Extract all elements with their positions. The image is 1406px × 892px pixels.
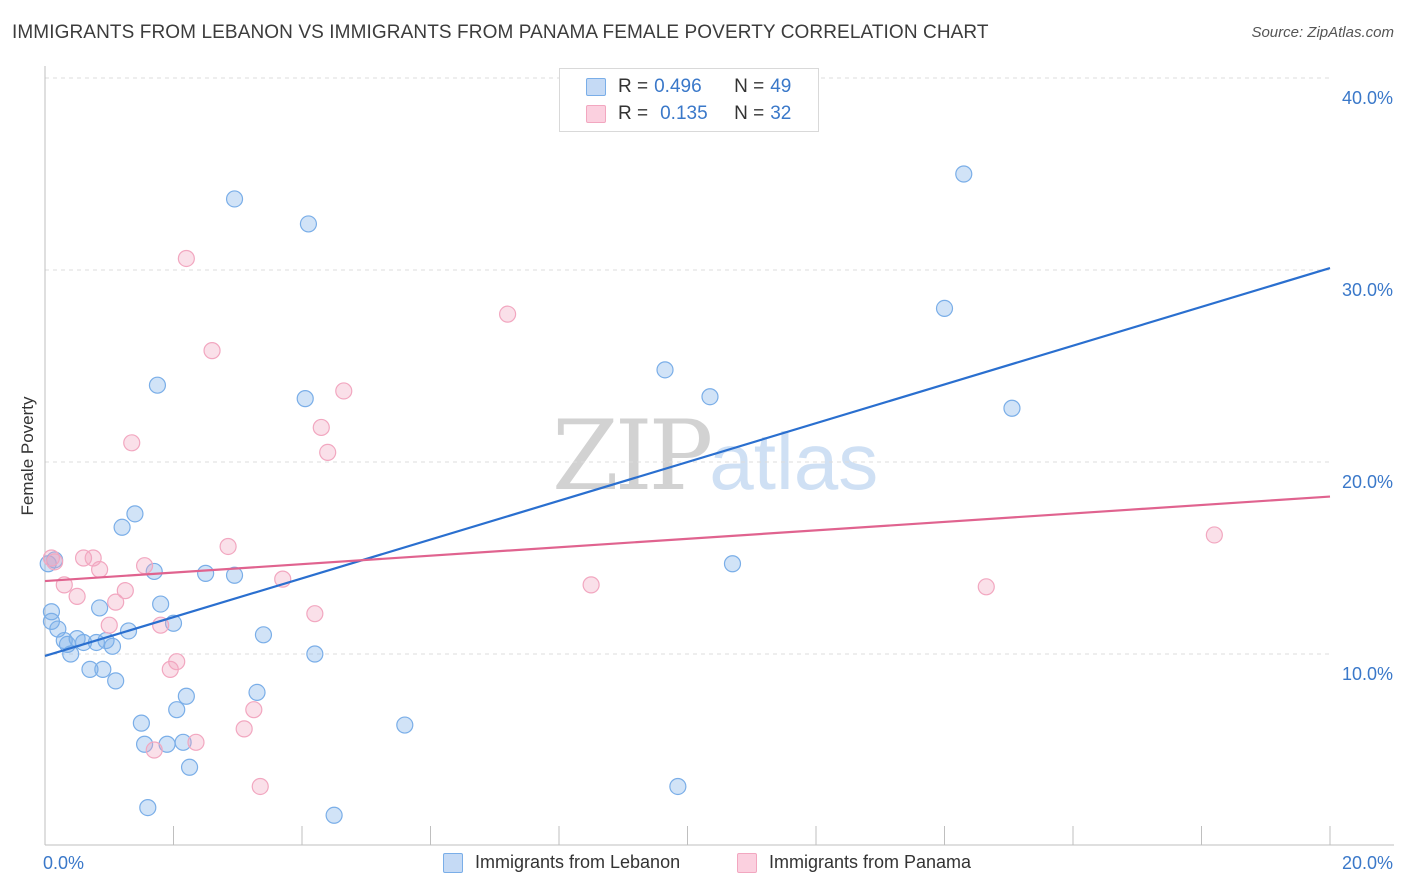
- axes: [44, 66, 1394, 846]
- point-panama-18: [203, 342, 221, 360]
- trend-line-panama: [44, 495, 1331, 583]
- legend-row-panama: R = 0.135 N = 32: [586, 101, 791, 127]
- point-panama-30: [977, 578, 995, 596]
- point-panama-28: [499, 305, 517, 323]
- y-tick-label-40: 40.0%: [1342, 88, 1393, 108]
- point-panama-16: [177, 249, 195, 268]
- legend-n-label: N =: [734, 76, 765, 97]
- legend-swatch-lebanon: [586, 78, 606, 96]
- point-lebanon-28: [177, 687, 195, 705]
- point-panama-21: [245, 701, 263, 719]
- point-lebanon-30: [197, 564, 215, 582]
- point-lebanon-10: [91, 599, 109, 617]
- point-lebanon-26: [168, 701, 186, 719]
- stats-legend: R = 0.496 N = 49 R = 0.135 N = 32: [559, 68, 819, 132]
- point-lebanon-0: [42, 603, 61, 621]
- point-lebanon-15: [113, 518, 131, 536]
- point-lebanon-13: [103, 637, 122, 655]
- point-lebanon-40: [656, 361, 674, 379]
- watermark-zip: ZIP: [552, 400, 713, 512]
- point-panama-8: [107, 593, 125, 611]
- legend-swatch-panama: [586, 105, 606, 123]
- series-name-lebanon: Immigrants from Lebanon: [475, 852, 681, 872]
- point-lebanon-44: [935, 299, 954, 317]
- y-tick-label-10: 10.0%: [1342, 664, 1393, 684]
- x-tick-label-min: 0.0%: [43, 853, 84, 873]
- y-tick-label-30: 30.0%: [1342, 280, 1393, 300]
- point-panama-25: [312, 418, 330, 437]
- point-lebanon-8: [81, 660, 99, 678]
- legend-r-label: R =: [618, 103, 649, 124]
- watermark: ZIPatlas: [552, 400, 878, 512]
- point-panama-7: [100, 616, 118, 634]
- source-label: Source: ZipAtlas.com: [1251, 24, 1394, 41]
- point-panama-17: [187, 733, 205, 751]
- tick-labels: 10.0% 20.0% 30.0% 40.0% 0.0% 20.0%: [43, 88, 1393, 873]
- point-panama-10: [123, 434, 141, 452]
- point-panama-3: [68, 587, 86, 606]
- point-lebanon-46: [1003, 399, 1021, 417]
- point-lebanon-20: [139, 798, 157, 817]
- series-legend-lebanon: Immigrants from Lebanon: [443, 852, 680, 873]
- watermark-atlas: atlas: [709, 417, 879, 506]
- point-lebanon-22: [148, 376, 167, 394]
- point-panama-22: [251, 777, 269, 796]
- point-lebanon-32: [225, 566, 244, 584]
- point-panama-24: [306, 605, 324, 623]
- data-points: [39, 165, 1223, 824]
- y-axis-label: Female Poverty: [18, 396, 37, 516]
- point-lebanon-14: [107, 672, 125, 690]
- series-swatch-lebanon: [443, 852, 463, 873]
- point-panama-31: [1205, 526, 1223, 544]
- legend-row-lebanon: R = 0.496 N = 49: [586, 74, 791, 100]
- point-lebanon-43: [723, 555, 742, 573]
- legend-n-label: N =: [734, 103, 765, 124]
- point-lebanon-37: [306, 645, 324, 663]
- point-lebanon-41: [669, 777, 687, 796]
- point-lebanon-21: [145, 562, 163, 581]
- legend-r-value: 0.496: [654, 76, 702, 97]
- point-lebanon-36: [299, 215, 318, 233]
- point-panama-19: [219, 537, 237, 556]
- trend-lines: [44, 267, 1331, 657]
- series-swatch-panama: [737, 852, 757, 873]
- point-panama-12: [145, 741, 163, 759]
- point-panama-27: [335, 382, 353, 400]
- point-lebanon-23: [152, 595, 170, 613]
- series-name-panama: Immigrants from Panama: [769, 852, 972, 872]
- point-lebanon-39: [396, 716, 414, 734]
- trend-line-lebanon: [44, 267, 1331, 657]
- point-lebanon-34: [254, 626, 273, 644]
- point-lebanon-27: [174, 733, 192, 751]
- point-panama-15: [168, 653, 186, 671]
- chart-title: IMMIGRANTS FROM LEBANON VS IMMIGRANTS FR…: [12, 22, 989, 43]
- point-panama-6: [91, 560, 109, 579]
- point-lebanon-42: [701, 388, 719, 406]
- point-lebanon-11: [94, 660, 112, 678]
- point-panama-20: [235, 720, 253, 738]
- point-lebanon-31: [225, 190, 244, 208]
- point-panama-9: [116, 582, 134, 600]
- x-tick-label-max: 20.0%: [1342, 853, 1393, 873]
- point-lebanon-19: [135, 735, 154, 753]
- legend-r-label: R =: [618, 76, 649, 97]
- point-panama-4: [74, 549, 93, 567]
- point-lebanon-18: [132, 714, 150, 732]
- point-lebanon-17: [126, 505, 144, 523]
- point-lebanon-33: [248, 683, 266, 702]
- point-panama-11: [135, 557, 154, 575]
- point-panama-29: [582, 576, 600, 594]
- series-legend-panama: Immigrants from Panama: [737, 852, 971, 873]
- point-panama-1: [46, 553, 64, 571]
- legend-n-value: 32: [770, 103, 792, 124]
- legend-r-value: 0.135: [660, 103, 708, 124]
- legend-n-value: 49: [770, 76, 792, 97]
- y-tick-label-20: 20.0%: [1342, 472, 1393, 492]
- point-lebanon-29: [180, 758, 199, 776]
- point-lebanon-35: [296, 390, 314, 408]
- point-lebanon-45: [955, 165, 973, 183]
- point-lebanon-38: [325, 806, 343, 824]
- point-panama-26: [319, 443, 337, 461]
